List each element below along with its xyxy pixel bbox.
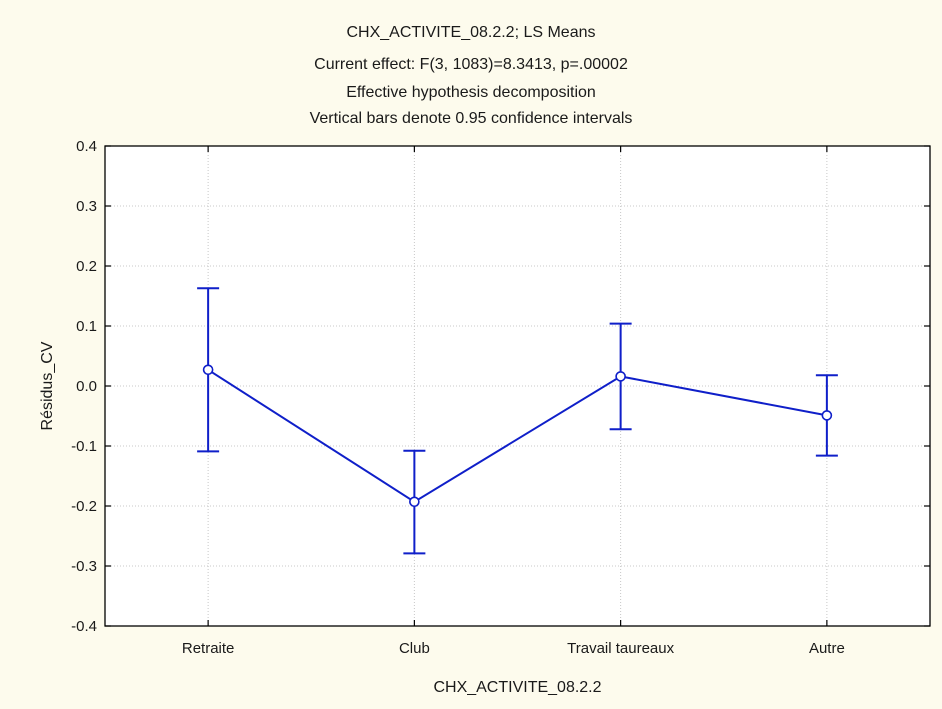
x-axis-title: CHX_ACTIVITE_08.2.2: [433, 679, 601, 696]
chart-subtitle-effect: Current effect: F(3, 1083)=8.3413, p=.00…: [314, 56, 628, 73]
y-tick-label: 0.2: [76, 258, 97, 275]
data-point: [409, 496, 420, 508]
x-tick-label: Autre: [809, 640, 845, 657]
series-line: [207, 368, 828, 503]
data-point: [615, 371, 626, 382]
y-axis: -0.4 -0.3 -0.2 -0.1 0.0 0.1 0.2 0.3 0.4: [71, 138, 930, 635]
x-tick-label: Club: [399, 640, 430, 657]
y-tick-label: -0.4: [71, 618, 97, 635]
y-tick-label: -0.1: [71, 438, 97, 455]
x-tick-label: Travail taureaux: [567, 640, 674, 657]
y-tick-label: -0.2: [71, 498, 97, 515]
y-tick-label: 0.4: [76, 138, 97, 155]
chart-title: CHX_ACTIVITE_08.2.2; LS Means: [346, 24, 596, 41]
x-tick-label: Retraite: [182, 640, 235, 657]
chart-subtitle-confidence: Vertical bars denote 0.95 confidence int…: [309, 110, 633, 127]
data-point: [821, 410, 833, 421]
chart-subtitle-decomposition: Effective hypothesis decomposition: [346, 84, 596, 101]
x-axis: Retraite Club Travail taureaux Autre: [182, 146, 845, 657]
data-point: [202, 364, 214, 376]
y-axis-title: Résidus_CV: [39, 341, 56, 430]
y-tick-label: 0.3: [76, 198, 97, 215]
y-tick-label: 0.0: [76, 378, 97, 395]
y-tick-label: -0.3: [71, 558, 97, 575]
y-tick-label: 0.1: [76, 318, 97, 335]
series-layer: [197, 287, 838, 555]
